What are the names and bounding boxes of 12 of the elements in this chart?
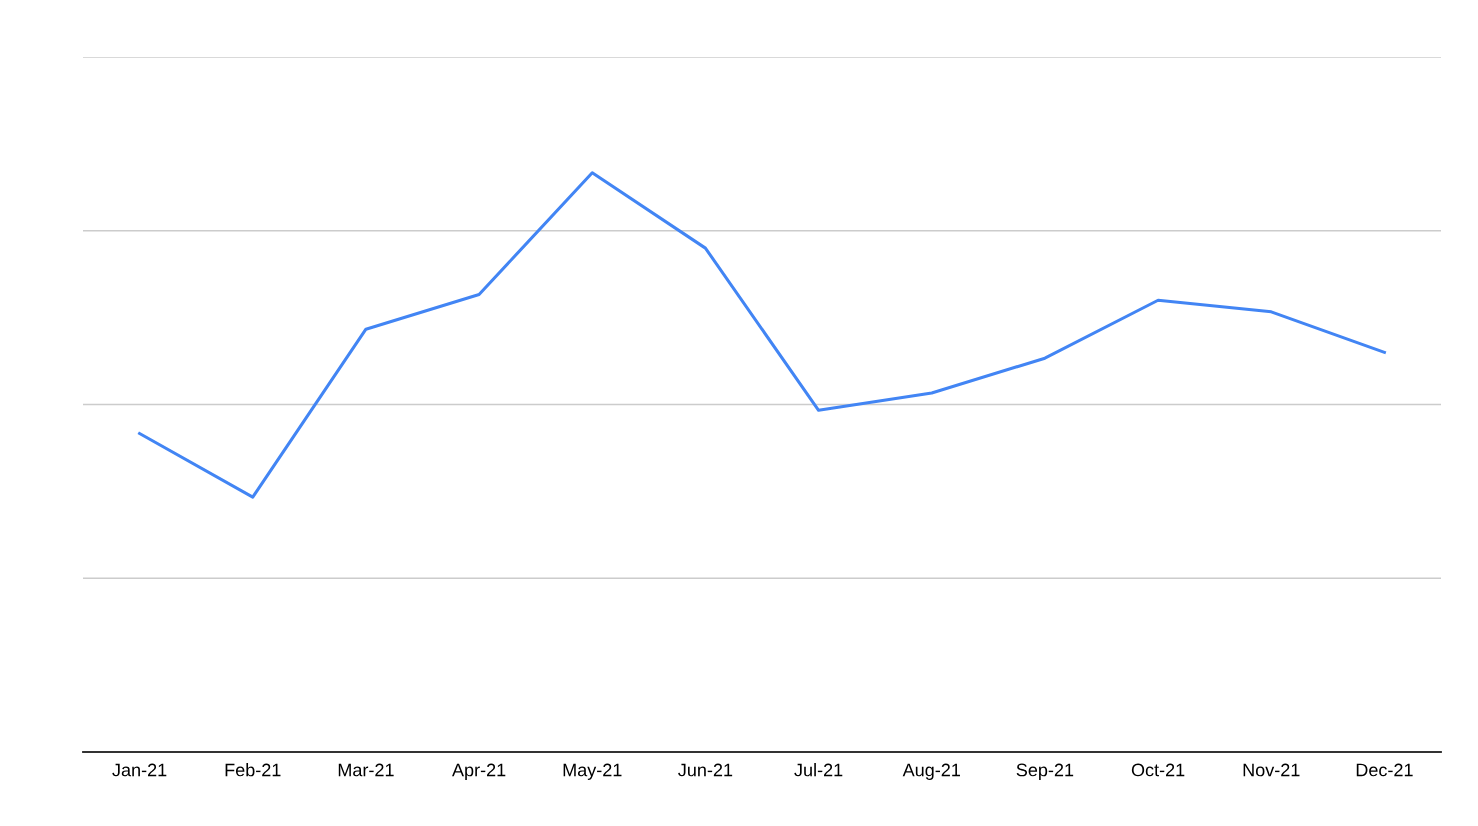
x-tick-label: Jun-21 xyxy=(678,763,733,777)
x-tick-label: May-21 xyxy=(563,763,622,780)
x-tick-label: Nov-21 xyxy=(1243,763,1300,777)
x-tick-label: Jul-21 xyxy=(794,763,843,777)
x-tick-label: Feb-21 xyxy=(225,763,281,777)
x-tick-label: Oct-21 xyxy=(1131,763,1185,777)
x-tick-label: Jan-21 xyxy=(112,763,167,777)
x-tick-label: Sep-21 xyxy=(1016,763,1074,780)
x-tick-label: Mar-21 xyxy=(338,763,394,777)
x-tick-label: Aug-21 xyxy=(902,763,960,780)
x-tick-label: Apr-21 xyxy=(452,763,506,780)
x-tick-label: Dec-21 xyxy=(1356,763,1413,777)
